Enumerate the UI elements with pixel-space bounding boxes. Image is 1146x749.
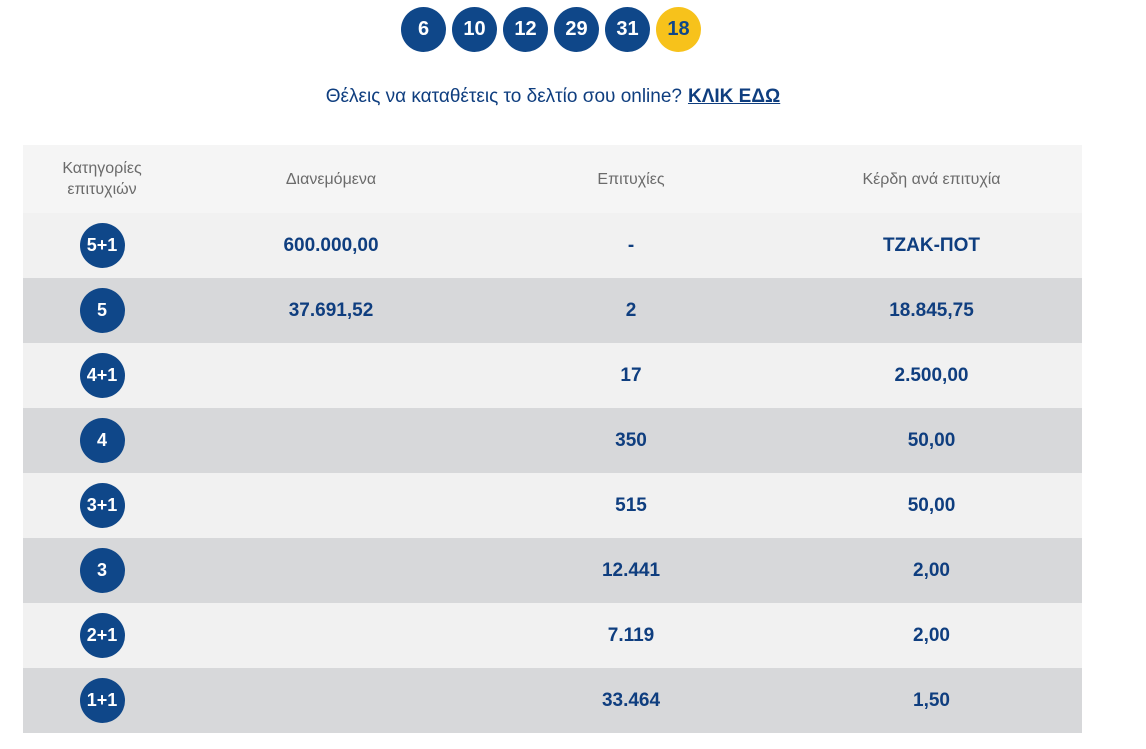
table-row: 5+1 600.000,00 - ΤΖΑΚ-ΠΟΤ [23, 213, 1082, 278]
prize-cell: 50,00 [907, 494, 956, 516]
table-row: 4+1 17 2.500,00 [23, 343, 1082, 408]
prize-cell: 18.845,75 [889, 299, 974, 321]
header-category-label: Κατηγορίες επιτυχιών [62, 160, 142, 198]
winning-numbers: 6 10 12 29 31 18 [401, 7, 701, 52]
winners-cell: 2 [625, 299, 637, 321]
distributed-cell [181, 343, 481, 408]
distributed-cell [181, 473, 481, 538]
table-row: 4 350 50,00 [23, 408, 1082, 473]
category-cell: 4 [23, 408, 181, 473]
category-badge: 5 [79, 288, 125, 333]
prize-cell: 2.500,00 [894, 364, 969, 386]
prize-table: Κατηγορίες επιτυχιών Διανεμόμενα Επιτυχί… [23, 145, 1082, 733]
category-cell: 1+1 [23, 668, 181, 733]
category-cell: 3+1 [23, 473, 181, 538]
header-category: Κατηγορίες επιτυχιών [23, 145, 181, 213]
online-prompt: Θέλεις να καταθέτεις το δελτίο σου onlin… [0, 86, 1106, 108]
number-ball: 29 [554, 7, 599, 52]
table-row: 2+1 7.119 2,00 [23, 603, 1082, 668]
joker-ball: 18 [656, 7, 701, 52]
distributed-cell [181, 668, 481, 733]
category-badge: 1+1 [79, 678, 125, 723]
table-row: 3 12.441 2,00 [23, 538, 1082, 603]
category-cell: 4+1 [23, 343, 181, 408]
number-ball: 10 [452, 7, 497, 52]
category-cell: 5+1 [23, 213, 181, 278]
category-cell: 2+1 [23, 603, 181, 668]
number-ball: 6 [401, 7, 446, 52]
table-row: 5 37.691,52 2 18.845,75 [23, 278, 1082, 343]
winners-cell: 12.441 [601, 559, 661, 581]
distributed-cell [181, 603, 481, 668]
winners-cell: 350 [615, 429, 647, 451]
distributed-cell [181, 538, 481, 603]
prize-cell: ΤΖΑΚ-ΠΟΤ [882, 234, 981, 256]
winners-cell: 33.464 [601, 689, 661, 711]
category-badge: 4+1 [79, 353, 125, 398]
distributed-cell: 37.691,52 [288, 299, 374, 321]
number-ball: 12 [503, 7, 548, 52]
click-here-link[interactable]: ΚΛΙΚ ΕΔΩ [687, 86, 781, 107]
online-prompt-text: Θέλεις να καταθέτεις το δελτίο σου onlin… [325, 86, 682, 107]
winners-cell: - [627, 234, 635, 256]
table-header-row: Κατηγορίες επιτυχιών Διανεμόμενα Επιτυχί… [23, 145, 1082, 213]
category-badge: 3 [79, 548, 125, 593]
winners-cell: 7.119 [607, 624, 655, 646]
category-badge: 5+1 [79, 223, 125, 268]
category-cell: 3 [23, 538, 181, 603]
distributed-cell: 600.000,00 [283, 234, 379, 256]
winners-cell: 515 [615, 494, 647, 516]
prize-cell: 50,00 [907, 429, 956, 451]
table-row: 1+1 33.464 1,50 [23, 668, 1082, 733]
category-cell: 5 [23, 278, 181, 343]
prize-cell: 2,00 [913, 559, 950, 581]
header-distributed: Διανεμόμενα [285, 170, 377, 188]
category-badge: 2+1 [79, 613, 125, 658]
prize-cell: 1,50 [913, 689, 950, 711]
distributed-cell [181, 408, 481, 473]
prize-cell: 2,00 [913, 624, 950, 646]
header-prize: Κέρδη ανά επιτυχία [862, 170, 1001, 188]
category-badge: 3+1 [79, 483, 125, 528]
winners-cell: 17 [620, 364, 642, 386]
table-row: 3+1 515 50,00 [23, 473, 1082, 538]
category-badge: 4 [79, 418, 125, 463]
header-winners: Επιτυχίες [597, 170, 665, 188]
number-ball: 31 [605, 7, 650, 52]
